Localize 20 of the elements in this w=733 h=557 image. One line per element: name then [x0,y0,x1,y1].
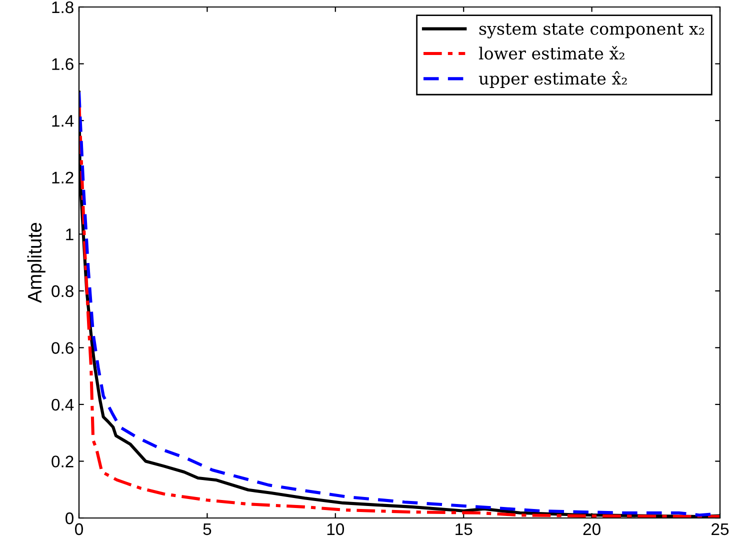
x-tick-label: 0 [75,523,83,536]
y-axis-title: Amplitute [27,222,46,303]
y-tick-label: 1.4 [52,115,74,127]
legend-label: system state component x₂ [479,23,704,38]
x-tick-label: 15 [456,523,472,536]
x-tick-label: 10 [327,523,344,536]
y-tick-label: 1.8 [52,1,74,14]
y-tick-label: 1.2 [52,172,74,184]
y-tick-label: 0.8 [52,285,74,298]
y-tick-label: 0.6 [52,342,74,354]
x-tick-label: 25 [712,523,729,536]
y-tick-label: 0.4 [52,398,74,411]
x-tick-label: 20 [583,523,600,536]
legend-label: upper estimate x̂₂ [478,71,627,88]
x-tick-label: 5 [203,523,212,536]
y-tick-label: 0.2 [52,456,74,468]
legend-label: lower estimate x̌₂ [478,46,624,60]
y-tick-label: 1 [66,228,74,240]
y-tick-label: 1.6 [52,58,74,70]
y-tick-label: 0 [66,512,74,524]
